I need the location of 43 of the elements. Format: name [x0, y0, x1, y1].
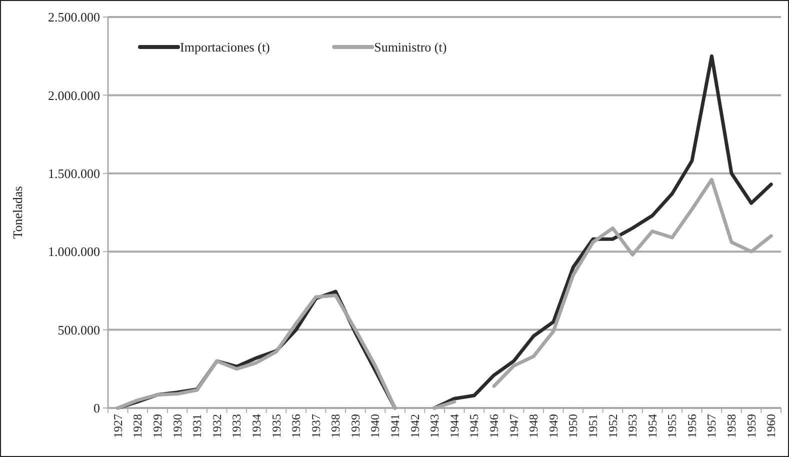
- legend-label: Suministro (t): [374, 40, 447, 55]
- y-tick-label: 500.000: [58, 322, 100, 338]
- x-tick-label: 1931: [190, 414, 204, 438]
- x-tick-label: 1950: [566, 414, 580, 438]
- x-tick-label: 1959: [744, 414, 758, 438]
- y-tick-label: 2.000.000: [48, 88, 100, 103]
- legend-label: Importaciones (t): [180, 40, 270, 55]
- x-tick-label: 1958: [724, 414, 739, 438]
- x-tick-label: 1951: [586, 414, 600, 438]
- x-tick-label: 1955: [665, 414, 680, 438]
- x-tick-label: 1947: [506, 414, 521, 438]
- x-tick-label: 1932: [210, 414, 224, 438]
- x-tick-label: 1946: [486, 414, 501, 438]
- y-tick-label: 1.000.000: [48, 244, 100, 260]
- x-tick-label: 1960: [764, 414, 778, 438]
- x-tick-label: 1944: [447, 414, 462, 438]
- x-tick-label: 1935: [269, 414, 284, 438]
- x-tick-label: 1934: [249, 414, 264, 438]
- x-tick-label: 1956: [684, 414, 699, 438]
- x-tick-label: 1940: [368, 414, 382, 438]
- y-tick-label: 0: [94, 400, 100, 416]
- y-axis-title: Toneladas: [10, 186, 25, 239]
- x-tick-label: 1928: [130, 414, 145, 438]
- x-tick-label: 1948: [526, 414, 541, 438]
- x-tick-label: 1942: [408, 414, 422, 438]
- x-tick-label: 1937: [308, 414, 323, 438]
- x-tick-label: 1933: [230, 414, 244, 438]
- x-tick-label: 1941: [388, 414, 402, 438]
- x-tick-label: 1927: [110, 414, 125, 438]
- x-tick-label: 1945: [467, 414, 482, 438]
- x-tick-label: 1953: [626, 414, 640, 438]
- x-tick-label: 1936: [289, 414, 304, 438]
- x-tick-label: 1929: [150, 414, 164, 438]
- x-tick-label: 1938: [328, 414, 343, 438]
- x-tick-label: 1949: [546, 414, 560, 438]
- x-tick-label: 1954: [645, 414, 660, 438]
- y-tick-label: 2.500.000: [48, 10, 100, 25]
- y-tick-label: 1.500.000: [48, 166, 100, 181]
- x-tick-label: 1930: [170, 414, 184, 438]
- x-tick-label: 1952: [606, 414, 620, 438]
- x-tick-label: 1939: [348, 414, 362, 438]
- x-tick-label: 1943: [428, 414, 442, 438]
- x-tick-label: 1957: [704, 414, 719, 438]
